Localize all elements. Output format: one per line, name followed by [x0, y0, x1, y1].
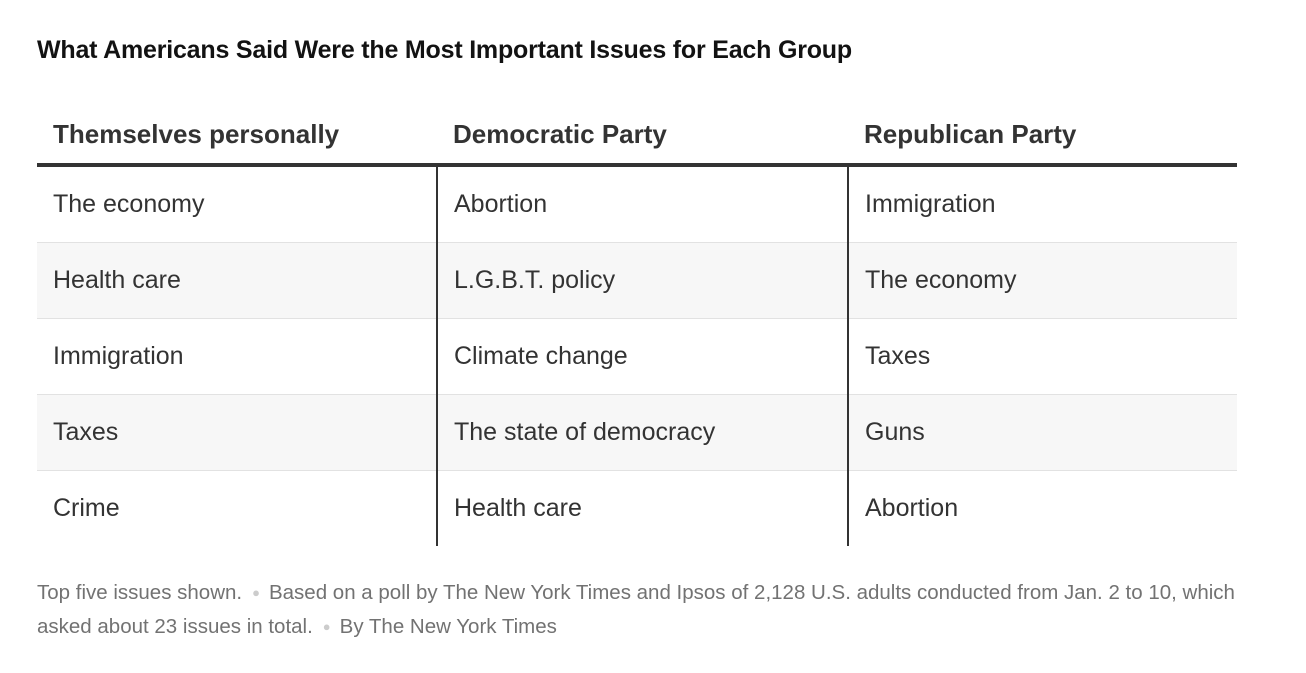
chart-figure: What Americans Said Were the Most Import… — [37, 30, 1237, 638]
source-note: Top five issues shown. ● Based on a poll b… — [37, 576, 1242, 644]
column-header-republican: Republican Party — [848, 105, 1237, 167]
table-cell: The economy — [53, 190, 205, 218]
table-cell: Abortion — [436, 165, 848, 243]
table-row: The economy Abortion Immigration — [37, 165, 1237, 243]
column-header-themselves: Themselves personally — [37, 105, 437, 167]
note-poll-source: Based on a poll by The New York Times an… — [37, 581, 1235, 638]
table-cell: Health care — [436, 470, 848, 546]
table-row: Immigration Climate change Taxes — [37, 318, 1237, 395]
table-cell: Climate change — [436, 318, 848, 395]
table-row: Crime Health care Abortion — [37, 470, 1237, 546]
table-cell: The state of democracy — [436, 394, 848, 471]
chart-title: What Americans Said Were the Most Import… — [37, 36, 852, 64]
header-row: Themselves personally Democratic Party R… — [37, 105, 1237, 167]
bullet-separator-icon: ● — [322, 619, 331, 634]
note-top-five: Top five issues shown. — [37, 581, 243, 604]
table-cell: Taxes — [37, 394, 437, 471]
table-cell: Immigration — [37, 318, 437, 395]
table-cell: The economy — [847, 242, 1237, 319]
table-row: Health care L.G.B.T. policy The economy — [37, 242, 1237, 319]
bullet-separator-icon: ● — [252, 585, 260, 600]
table-cell: Abortion — [847, 470, 1237, 546]
column-header-democratic: Democratic Party — [437, 105, 848, 167]
table-cell: Crime — [37, 470, 437, 546]
table-cell: Immigration — [847, 165, 1237, 243]
issues-table: Themselves personally Democratic Party R… — [37, 105, 1237, 546]
table-row: Taxes The state of democracy Guns — [37, 394, 1237, 471]
table-cell: Taxes — [847, 318, 1237, 395]
note-credit: By The New York Times — [339, 615, 557, 638]
table-cell: Guns — [847, 394, 1237, 471]
table-cell: L.G.B.T. policy — [436, 242, 848, 319]
table-cell: Health care — [37, 242, 437, 319]
